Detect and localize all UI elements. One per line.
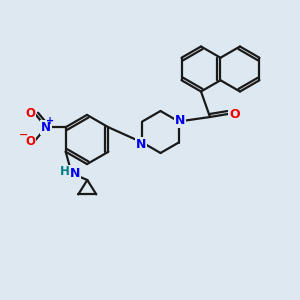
Text: N: N (136, 137, 146, 151)
Text: N: N (41, 121, 51, 134)
Text: O: O (229, 107, 240, 121)
Text: N: N (175, 113, 185, 127)
Text: O: O (25, 106, 35, 120)
Text: −: − (18, 130, 28, 140)
Text: N: N (70, 167, 80, 180)
Text: O: O (25, 135, 35, 148)
Text: H: H (60, 165, 70, 178)
Text: +: + (46, 116, 54, 126)
